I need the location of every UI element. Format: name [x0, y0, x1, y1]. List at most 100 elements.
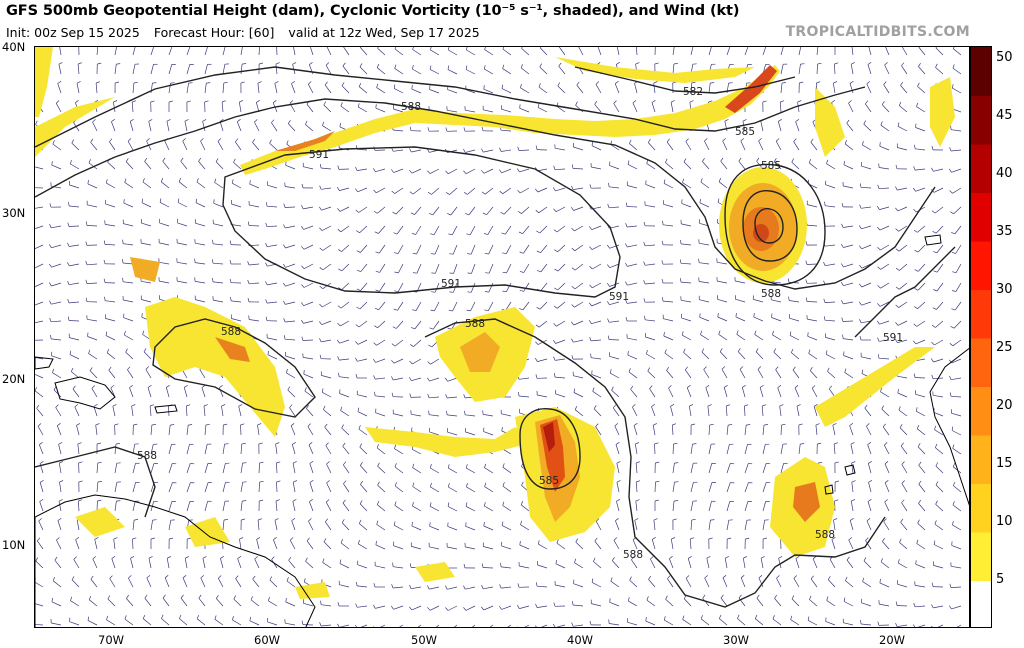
wind-barb-flag: [427, 148, 430, 153]
wind-barb-flag: [951, 231, 956, 235]
wind-barb: [684, 369, 692, 379]
wind-barb-flag: [535, 374, 538, 379]
coast-africa: [929, 347, 969, 506]
colorbar-tick-35: 35: [996, 224, 1013, 239]
wind-barb-flag: [427, 585, 430, 590]
wind-barb: [540, 282, 548, 292]
wind-barb-flag: [254, 119, 258, 123]
wind-barb-flag: [391, 190, 395, 194]
wind-barb: [883, 445, 890, 455]
wind-barb-flag: [672, 518, 677, 521]
coast-canary: [924, 234, 942, 246]
wind-barb: [59, 47, 62, 56]
wind-barb-flag: [590, 353, 592, 358]
wind-barb: [826, 353, 836, 360]
wind-barb-flag: [913, 209, 917, 213]
wind-barb-flag: [842, 334, 844, 339]
wind-barb-flag: [835, 480, 839, 483]
wind-barb: [897, 206, 908, 212]
wind-barb: [307, 426, 314, 436]
wind-barb: [360, 244, 368, 253]
wind-barb: [182, 140, 188, 151]
wind-barb: [717, 280, 728, 284]
wind-barb: [379, 282, 386, 292]
wind-barb-flag: [276, 461, 281, 464]
wind-barb: [557, 282, 566, 291]
wind-barb: [843, 301, 854, 305]
wind-barb: [285, 622, 296, 626]
wind-barb: [726, 47, 731, 56]
wind-barb: [486, 206, 494, 215]
wind-barb: [501, 149, 512, 152]
wind-barb-flag: [325, 518, 329, 523]
wind-barb-flag: [68, 201, 70, 207]
wind-barb-flag: [727, 537, 732, 540]
wind-barb: [321, 339, 332, 343]
wind-barb-flag: [882, 537, 885, 542]
wind-barb: [708, 482, 713, 493]
wind-barb-flag: [57, 518, 62, 521]
wind-barb: [254, 558, 260, 569]
wind-barb: [780, 47, 784, 56]
wind-barb: [488, 244, 494, 255]
wind-barb-flag: [196, 178, 199, 183]
wind-barb-flag: [654, 442, 659, 445]
wind-barb-flag: [58, 442, 63, 445]
wind-barb: [744, 520, 748, 531]
wind-barb: [898, 282, 908, 290]
wind-barb-flag: [273, 537, 277, 540]
wind-barb-flag: [341, 82, 345, 86]
wind-barb-flag: [409, 606, 413, 611]
wind-barb-flag: [249, 180, 251, 185]
wind-barb: [866, 520, 872, 531]
wind-barb-flag: [571, 338, 574, 343]
wind-barb: [726, 501, 731, 512]
wind-barb-flag: [219, 119, 224, 122]
wind-barb: [483, 168, 494, 174]
wind-barb: [376, 447, 386, 455]
wind-barb: [285, 301, 296, 305]
wind-barb: [501, 586, 512, 589]
wind-barb: [339, 187, 350, 191]
wind-barb: [146, 577, 152, 588]
wind-barb: [267, 621, 278, 626]
wind-barb: [933, 411, 944, 417]
wind-barb: [816, 47, 819, 56]
wind-barb-flag: [867, 499, 872, 502]
wind-barb: [519, 544, 530, 550]
wind-barb: [357, 187, 368, 193]
contour-582: [574, 66, 796, 94]
wind-barb-flag: [58, 499, 63, 502]
wind-barb-flag: [306, 537, 310, 542]
colorbar: [970, 46, 992, 628]
wind-barb: [87, 336, 98, 341]
wind-barb: [653, 83, 656, 94]
wind-barb: [897, 339, 908, 344]
wind-barb: [129, 387, 134, 398]
wind-barb-flag: [409, 191, 414, 195]
coastlines: [35, 234, 969, 627]
wind-barb-flag: [428, 344, 432, 348]
wind-barb-flag: [589, 620, 592, 625]
wind-barb-flag: [301, 246, 305, 250]
wind-barb: [285, 355, 296, 360]
wind-barb: [57, 520, 62, 531]
wind-barb: [213, 243, 224, 246]
wind-barb-flag: [757, 366, 762, 370]
wind-barb-flag: [691, 518, 696, 521]
wind-barb: [91, 388, 98, 398]
wind-barb: [111, 558, 116, 569]
wind-barb: [377, 206, 386, 214]
wind-barb: [825, 263, 836, 267]
wind-barb-flag: [915, 560, 917, 565]
wind-barb: [672, 501, 675, 512]
wind-barb: [708, 501, 712, 512]
wind-barb: [429, 605, 440, 611]
wind-barb-flag: [668, 385, 672, 389]
wind-barb-flag: [950, 125, 952, 130]
wind-barb: [76, 83, 80, 94]
wind-barb: [411, 605, 422, 611]
wind-barb-flag: [884, 62, 888, 66]
wind-barb: [358, 543, 368, 550]
wind-barb-flag: [502, 290, 507, 293]
